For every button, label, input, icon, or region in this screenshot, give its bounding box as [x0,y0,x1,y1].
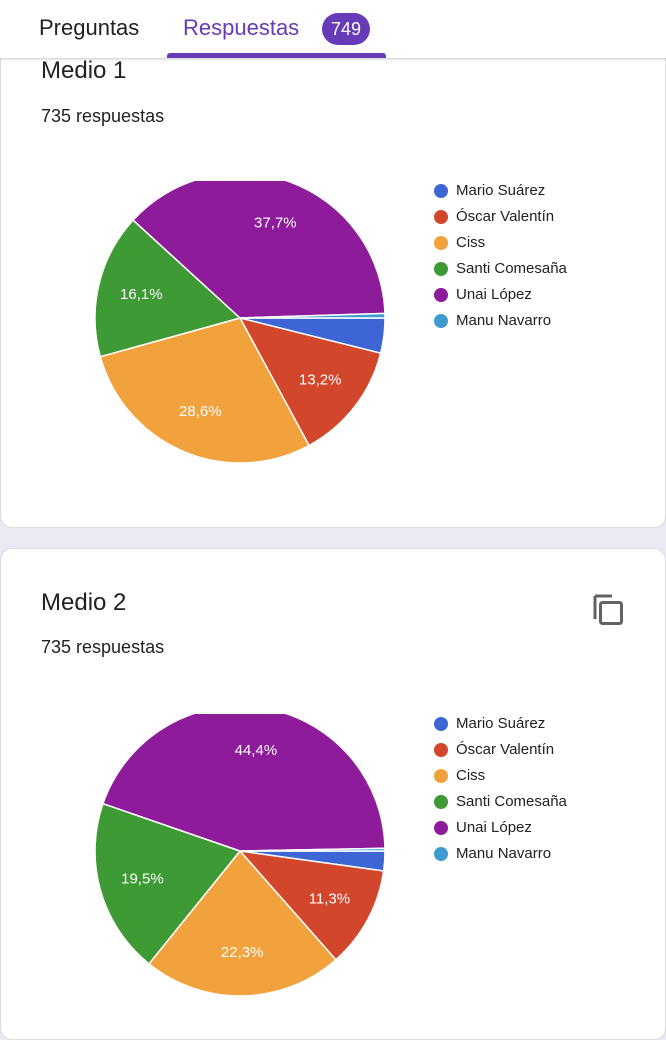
legend-dot [434,314,448,328]
legend-dot [434,184,448,198]
legend-label: Unai López [456,819,532,836]
legend-label: Mario Suárez [456,182,546,199]
legend-dot [434,288,448,302]
pie-chart-medio-2: 11,3% 22,3% 19,5% 44,4% Mario Suárez Óscar V… [1,705,665,1014]
response-count: 735 respuestas [41,637,165,657]
slice-label: 22,3% [221,944,264,961]
legend-dot [434,717,448,731]
question-card-medio-2: Medio 2 735 respuestas 11,3% 22,3% 19,5% 44… [0,548,666,1040]
pie-slice [147,849,337,997]
legend-dot [434,262,448,276]
legend-dot [434,210,448,224]
legend-dot [434,743,448,757]
legend-dot [434,769,448,783]
pie-slice [131,172,386,319]
pie-slice [239,847,386,852]
question-card-medio-1: Medio 1 735 respuestas 13,2% 28,6% 16,1% 37… [0,0,666,528]
legend-label: Santi Comesaña [456,260,567,277]
legend-dot [434,236,448,250]
response-count: 735 respuestas [41,106,165,126]
legend-label: Unai López [456,286,532,303]
legend-label: Óscar Valentín [456,741,555,758]
copy-icon [593,594,623,625]
legend-label: Ciss [456,767,486,784]
tab-respuestas[interactable]: Respuestas [183,15,300,40]
copy-chart-button[interactable] [587,587,627,627]
legend-label: Ciss [456,234,486,251]
legend-label: Santi Comesaña [456,793,567,810]
slice-label: 16,1% [120,286,163,303]
legend-dot [434,821,448,835]
pie-slice [94,802,242,965]
responses-count-badge: 749 [322,13,370,45]
tab-preguntas[interactable]: Preguntas [39,15,140,40]
slice-label: 28,6% [179,403,222,420]
legend-label: Óscar Valentín [456,208,555,225]
pie-slice [238,849,385,961]
pie-chart-svg: 13,2% 28,6% 16,1% 37,7% [94,172,386,464]
card-title: Medio 2 [41,589,127,616]
slice-label: 44,4% [235,742,278,759]
pie-chart-medio-1: 13,2% 28,6% 16,1% 37,7% Mario Suárez Óscar V… [1,172,665,481]
slice-label: 11,3% [309,891,350,908]
pie-slice [94,219,242,358]
legend-dot [434,847,448,861]
card-title: Medio 1 [41,57,127,84]
pie-slice [238,316,382,447]
slice-label: 13,2% [299,372,342,389]
legend-dot [434,795,448,809]
pie-chart-svg: 11,3% 22,3% 19,5% 44,4% [94,705,386,997]
slice-label: 19,5% [121,871,164,888]
active-tab-indicator [167,53,386,58]
legend-label: Manu Navarro [456,312,552,329]
tab-bar: Preguntas Respuestas 749 [0,0,666,58]
pie-slice [239,312,386,319]
legend-label: Mario Suárez [456,715,546,732]
legend-label: Manu Navarro [456,845,552,862]
slice-label: 37,7% [254,214,297,231]
pie-slice [99,317,311,464]
